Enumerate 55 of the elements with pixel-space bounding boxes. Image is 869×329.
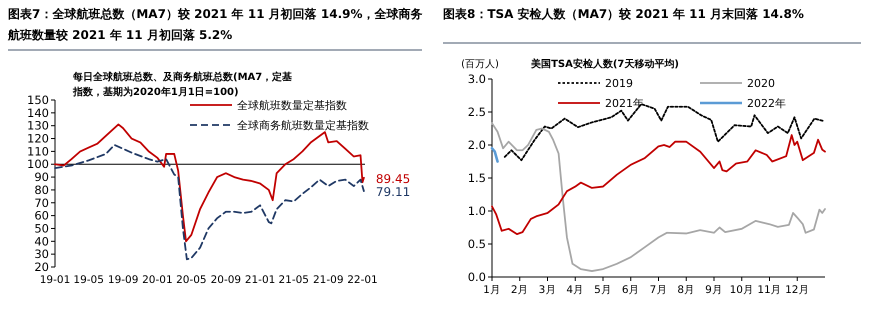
y-tick-label: 80 [34,182,49,197]
y-tick-label: 130 [27,118,49,133]
y-tick-label: 120 [27,132,49,146]
x-tick-label: 7月 [650,284,668,296]
x-tick-label: 19-05 [73,274,104,286]
x-tick-label: 20-09 [210,274,242,286]
x-tick-label: 1月 [483,284,501,296]
x-tick-label: 12月 [785,284,810,296]
chart-title: 图表8：TSA 安检人数（MA7）较 2021 年 11 月末回落 14.8% [443,7,804,21]
y-tick-label: 40 [34,234,49,248]
x-tick-label: 10月 [730,284,754,296]
legend-label: 全球航班数量定基指数 [237,99,347,112]
x-tick-label: 9月 [705,284,723,296]
y-tick-label: 0.0 [468,270,486,284]
annotation: 79.11 [376,185,410,200]
y-tick-label: 50 [34,221,49,236]
y-tick-label: 3.0 [468,72,486,86]
chart-subtitle: 每日全球航班总数、及商务航班总数(MA7，定基指数，基期为2020年1月1日=100) [72,71,292,98]
legend-label: 2019 [605,77,633,90]
y-tick-label: 70 [34,196,49,210]
x-tick-label: 21-05 [278,274,309,286]
y-tick-label: 1.0 [468,204,486,218]
annotation: 89.45 [376,172,410,186]
y-tick-label: 20 [34,260,49,274]
x-tick-label: 21-01 [244,274,276,286]
chart-title: 图表7：全球航班总数（MA7）较 2021 年 11 月初回落 14.9%，全球商务航班数量较 2021 年 11 月初回落 5.2% [7,7,423,42]
y-tick-label: 140 [27,106,49,120]
y-tick-label: 110 [27,144,49,158]
y-tick-label: 90 [34,170,49,184]
x-tick-label: 3月 [538,284,556,296]
x-tick-label: 6月 [622,284,640,296]
y-tick-label: 2.5 [468,105,486,119]
y-tick-label: 100 [27,157,49,172]
x-tick-label: 19-01 [40,274,70,286]
x-tick-label: 11月 [757,284,782,296]
y-tick-label: 60 [34,208,49,223]
legend-label: 2022年 [747,97,786,110]
x-tick-label: 20-05 [176,274,207,286]
y-tick-label: 2.0 [468,138,486,152]
x-tick-label: 21-09 [312,274,344,286]
chart-subtitle: 美国TSA安检人数(7天移动平均) [530,58,679,70]
x-tick-label: 22-01 [347,274,378,286]
x-tick-label: 8月 [677,284,696,296]
y-tick-label: 150 [27,93,49,107]
x-tick-label: 5月 [594,284,612,296]
y-tick-label: 1.5 [468,171,486,185]
legend-label: 全球商务航班数量定基指数 [237,119,369,132]
y-tick-label: 30 [34,247,49,262]
x-tick-label: 19-09 [108,274,138,286]
y-tick-label: 0.5 [468,237,486,251]
x-tick-label: 2月 [510,284,529,296]
y-axis-title: (百万人) [461,59,499,70]
x-tick-label: 4月 [566,284,584,296]
x-tick-label: 20-01 [142,274,173,286]
legend-label: 2020 [747,77,775,90]
